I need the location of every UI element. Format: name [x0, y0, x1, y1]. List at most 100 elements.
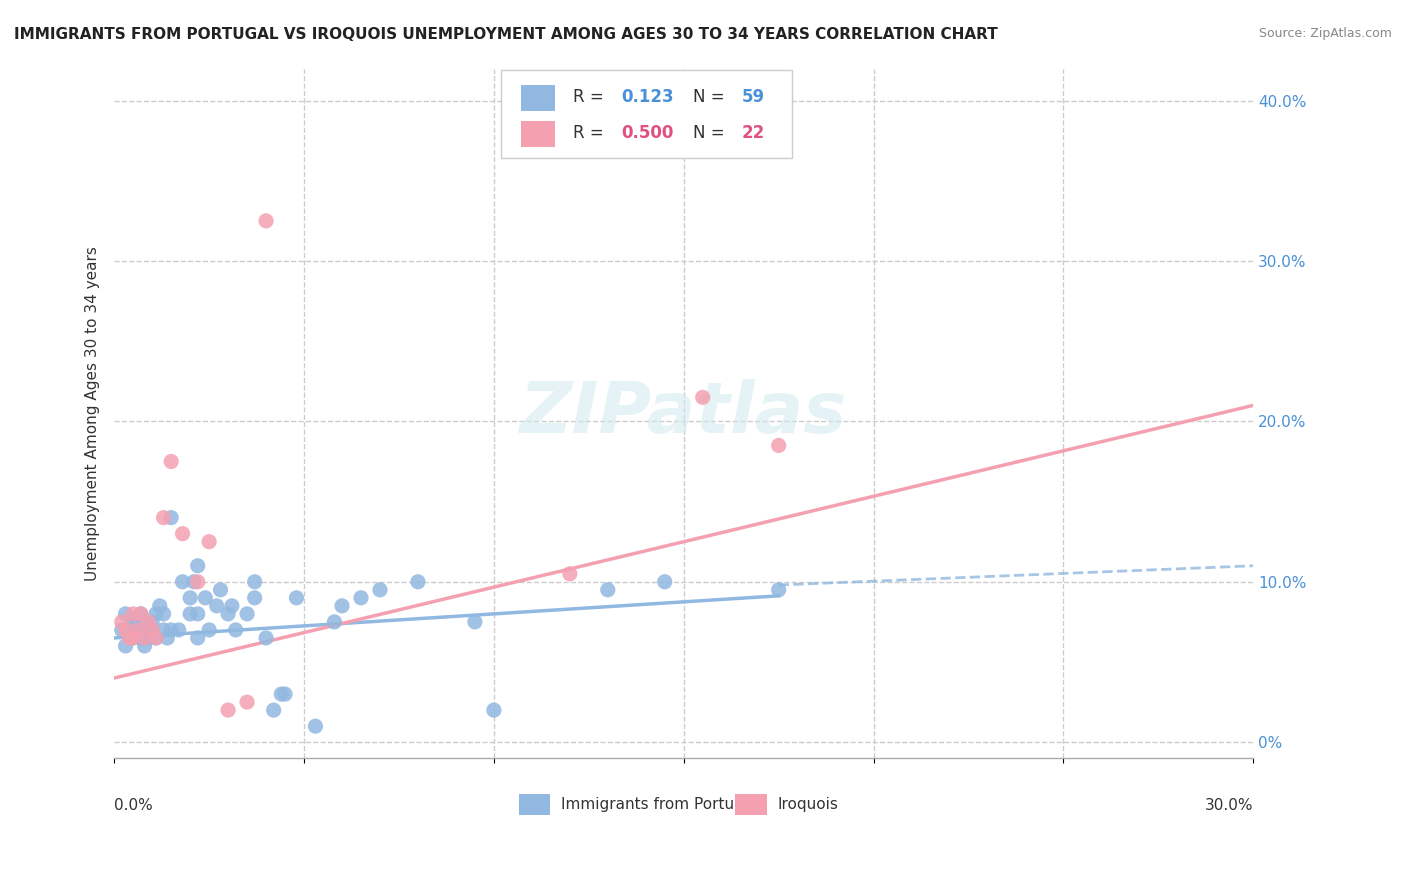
Text: Iroquois: Iroquois: [778, 797, 838, 812]
Point: [111, 615, 134, 629]
Point: [141, 623, 163, 637]
Point: [350, 591, 373, 605]
Point: [138, 631, 160, 645]
Point: [304, 719, 326, 733]
Point: [129, 607, 152, 621]
Point: [156, 631, 179, 645]
Point: [160, 623, 183, 637]
Point: [187, 607, 209, 621]
Point: [129, 607, 152, 621]
Point: [179, 607, 201, 621]
Text: R =: R =: [574, 88, 609, 106]
FancyBboxPatch shape: [520, 85, 555, 112]
Point: [768, 582, 790, 597]
Point: [243, 574, 266, 589]
Point: [254, 631, 277, 645]
Text: Source: ZipAtlas.com: Source: ZipAtlas.com: [1258, 27, 1392, 40]
Point: [221, 599, 243, 613]
FancyBboxPatch shape: [735, 794, 766, 814]
Point: [152, 623, 174, 637]
Text: 0.0%: 0.0%: [114, 798, 153, 814]
Point: [217, 607, 239, 621]
Point: [134, 631, 156, 645]
Text: N =: N =: [693, 88, 730, 106]
Point: [236, 607, 259, 621]
Point: [198, 534, 221, 549]
Text: ZIPatlas: ZIPatlas: [520, 379, 848, 448]
Point: [263, 703, 285, 717]
Point: [274, 687, 297, 701]
Point: [118, 631, 141, 645]
Point: [596, 582, 619, 597]
Text: 0.500: 0.500: [621, 124, 673, 142]
Point: [225, 623, 247, 637]
Point: [141, 615, 163, 629]
Point: [114, 623, 136, 637]
Point: [134, 639, 156, 653]
Point: [187, 558, 209, 573]
Point: [149, 599, 172, 613]
Point: [152, 607, 174, 621]
Text: 22: 22: [742, 124, 765, 142]
Point: [141, 623, 163, 637]
Point: [406, 574, 429, 589]
FancyBboxPatch shape: [519, 794, 551, 814]
Point: [194, 591, 217, 605]
Point: [217, 703, 239, 717]
Point: [558, 566, 581, 581]
Point: [254, 214, 277, 228]
Point: [111, 623, 134, 637]
Point: [236, 695, 259, 709]
Point: [125, 623, 148, 637]
Point: [243, 591, 266, 605]
Point: [114, 607, 136, 621]
Point: [134, 623, 156, 637]
Point: [145, 631, 167, 645]
Point: [654, 574, 676, 589]
FancyBboxPatch shape: [520, 120, 555, 147]
Point: [179, 591, 201, 605]
Point: [209, 582, 232, 597]
Point: [270, 687, 292, 701]
Point: [205, 599, 228, 613]
Point: [160, 454, 183, 468]
Point: [125, 615, 148, 629]
Point: [172, 574, 194, 589]
Point: [122, 623, 145, 637]
Text: 59: 59: [742, 88, 765, 106]
FancyBboxPatch shape: [502, 70, 792, 158]
Point: [323, 615, 346, 629]
Text: N =: N =: [693, 124, 730, 142]
Point: [152, 510, 174, 524]
Point: [114, 639, 136, 653]
Point: [138, 623, 160, 637]
Y-axis label: Unemployment Among Ages 30 to 34 years: Unemployment Among Ages 30 to 34 years: [86, 246, 100, 581]
Text: 0.123: 0.123: [621, 88, 673, 106]
Point: [692, 390, 714, 404]
Text: R =: R =: [574, 124, 609, 142]
Point: [198, 623, 221, 637]
Point: [183, 574, 205, 589]
Text: 30.0%: 30.0%: [1205, 798, 1253, 814]
Point: [285, 591, 308, 605]
Point: [464, 615, 486, 629]
Point: [172, 526, 194, 541]
Point: [768, 438, 790, 452]
Point: [187, 574, 209, 589]
Point: [125, 623, 148, 637]
Point: [138, 615, 160, 629]
Point: [482, 703, 505, 717]
Point: [167, 623, 190, 637]
Point: [330, 599, 353, 613]
Point: [122, 631, 145, 645]
Point: [160, 510, 183, 524]
Point: [129, 631, 152, 645]
Point: [368, 582, 391, 597]
Point: [122, 615, 145, 629]
Point: [145, 607, 167, 621]
Point: [134, 615, 156, 629]
Point: [122, 607, 145, 621]
Text: IMMIGRANTS FROM PORTUGAL VS IROQUOIS UNEMPLOYMENT AMONG AGES 30 TO 34 YEARS CORR: IMMIGRANTS FROM PORTUGAL VS IROQUOIS UNE…: [14, 27, 998, 42]
Point: [145, 631, 167, 645]
Text: Immigrants from Portugal: Immigrants from Portugal: [561, 797, 758, 812]
